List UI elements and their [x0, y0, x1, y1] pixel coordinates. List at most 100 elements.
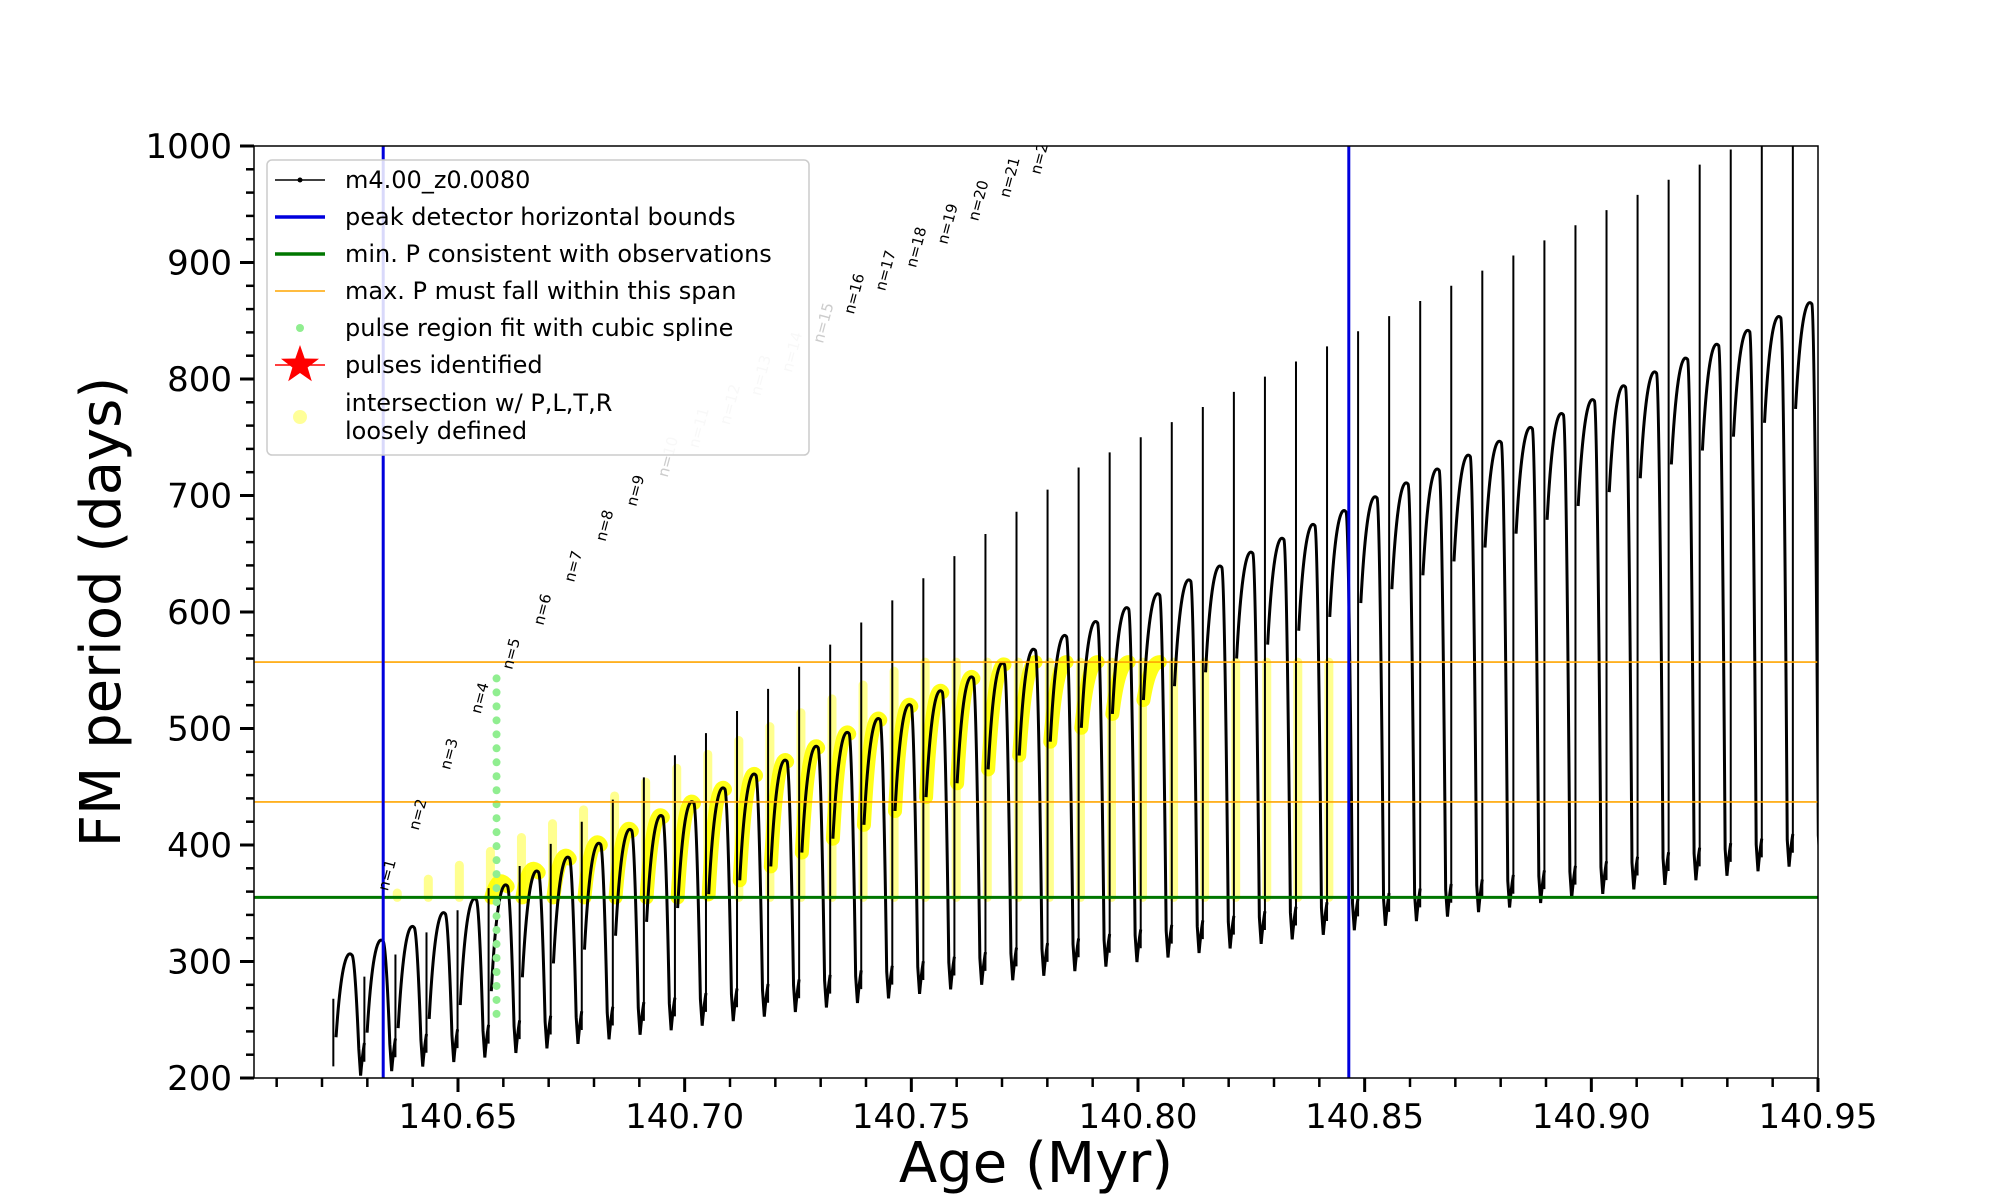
envelope-curve — [1794, 301, 1818, 854]
spline-point — [492, 814, 501, 823]
intersection-envelope — [577, 835, 608, 905]
x-tick-label: 140.70 — [625, 1097, 744, 1137]
y-tick-label: 300 — [167, 943, 232, 983]
pulse-label: n=20 — [964, 178, 992, 222]
pulse-label: n=19 — [934, 202, 962, 246]
spline-point — [492, 954, 501, 963]
legend-box — [266, 159, 810, 456]
pulse-label: n=22 — [1027, 132, 1055, 176]
envelope-curve — [831, 730, 863, 1004]
envelope-curve — [1204, 564, 1236, 949]
spline-region — [492, 674, 501, 1018]
axis-ticks: 200 300 400 500 600 700 800 900 1000 140.65 140.70… — [145, 127, 1877, 1137]
envelope-curve — [458, 897, 491, 1058]
legend-label: m4.00_z0.0080 — [345, 166, 530, 194]
envelope-curve — [800, 744, 832, 1008]
spline-point — [492, 856, 501, 865]
spline-point — [492, 828, 501, 837]
envelope-curve — [1576, 398, 1609, 895]
envelope-curve — [1669, 356, 1702, 881]
spline-point — [492, 870, 501, 879]
envelope-curve — [1328, 509, 1360, 931]
envelope-curve — [1110, 606, 1143, 963]
envelope-curve — [1545, 412, 1577, 899]
spline-point — [492, 967, 501, 976]
spline-point — [492, 688, 501, 697]
spline-point — [492, 842, 501, 851]
pulse-label: n=1 — [374, 857, 400, 892]
pulse-label: n=5 — [498, 636, 524, 671]
y-tick-label: 200 — [167, 1059, 232, 1099]
spline-point — [492, 981, 501, 990]
pulse-label: n=17 — [872, 248, 900, 292]
legend-label-line2: loosely defined — [345, 417, 527, 445]
spline-point — [492, 995, 501, 1004]
legend-label: min. P consistent with observations — [345, 240, 772, 268]
envelope-curve — [955, 675, 987, 985]
envelope-curve — [1763, 315, 1795, 867]
envelope-curve — [1172, 578, 1205, 954]
pulse-label: n=21 — [996, 155, 1024, 199]
legend-label: peak detector horizontal bounds — [345, 203, 736, 231]
spline-point — [492, 744, 501, 753]
spline-point — [492, 898, 501, 907]
spline-point — [492, 1009, 501, 1018]
envelope-curve — [1266, 536, 1298, 940]
pulse-label: n=8 — [592, 508, 618, 543]
pulse-label: n=6 — [530, 592, 556, 627]
x-tick-label: 140.90 — [1532, 1097, 1651, 1137]
y-tick-label: 400 — [167, 826, 232, 866]
spline-point — [492, 786, 501, 795]
legend-handle-star — [281, 345, 319, 382]
intersection-points — [392, 655, 1334, 905]
spline-point — [492, 716, 501, 725]
legend-label: intersection w/ P,L,T,R — [345, 389, 612, 417]
envelope-curve — [1421, 467, 1453, 917]
spline-point — [492, 674, 501, 683]
envelope-curve — [1483, 439, 1515, 908]
envelope-curve — [986, 661, 1018, 981]
pulse-label: n=16 — [840, 272, 868, 316]
envelope-curve — [1858, 275, 1886, 853]
spline-point — [492, 772, 501, 781]
spline-point — [492, 758, 501, 767]
spline-point — [492, 926, 501, 935]
envelope-curve — [1514, 425, 1546, 904]
envelope-curve — [1700, 342, 1733, 876]
envelope-curve — [1048, 633, 1081, 972]
envelope-curve — [614, 827, 646, 1035]
legend-handle-circle — [293, 410, 307, 424]
legend-marker — [297, 177, 303, 183]
spline-point — [492, 912, 501, 921]
envelope-curve — [707, 786, 739, 1022]
envelope-curve — [551, 855, 584, 1044]
envelope-curve — [334, 952, 366, 1076]
plot-area: n=1n=2n=3n=4n=5n=6n=7n=8n=9n=10n=11n=12n… — [254, 132, 1917, 1078]
envelope-curve — [924, 689, 956, 990]
model-track — [332, 146, 1917, 1076]
x-tick-label: 140.95 — [1759, 1097, 1878, 1137]
envelope-curve — [1889, 261, 1917, 848]
x-tick-label: 140.85 — [1305, 1097, 1424, 1137]
envelope-curve — [1297, 522, 1329, 935]
y-tick-label: 1000 — [145, 127, 232, 167]
spline-point — [492, 702, 501, 711]
y-axis-title: FM period (days) — [69, 377, 134, 847]
y-tick-label: 500 — [167, 710, 232, 750]
envelope-curve — [645, 814, 677, 1031]
pulse-label: n=4 — [467, 680, 493, 715]
envelope-curve — [489, 883, 522, 1054]
envelope-curve — [365, 938, 397, 1072]
envelope-curve — [738, 772, 770, 1017]
envelope-curve — [1731, 328, 1764, 872]
x-axis-title: Age (Myr) — [899, 1131, 1173, 1196]
envelope-curve — [862, 717, 894, 999]
y-tick-label: 600 — [167, 593, 232, 633]
envelope-curve — [769, 758, 801, 1013]
x-tick-label: 140.75 — [852, 1097, 971, 1137]
envelope-curve — [893, 703, 925, 995]
envelope-curve — [582, 841, 615, 1040]
y-tick-label: 900 — [167, 244, 232, 284]
